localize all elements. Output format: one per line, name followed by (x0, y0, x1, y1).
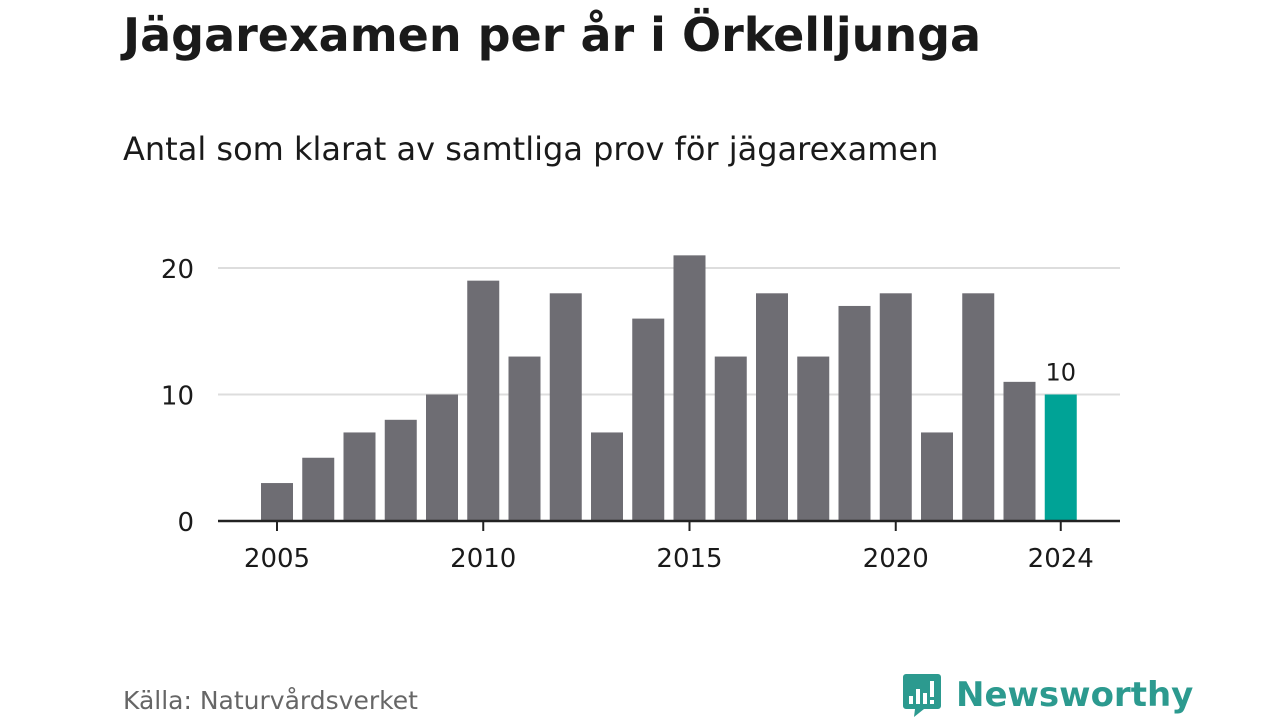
bar (879, 293, 912, 521)
chart-title: Jägarexamen per år i Örkelljunga (123, 8, 982, 62)
data-label: 10 (1045, 359, 1076, 387)
x-tick-label: 2024 (1028, 544, 1094, 574)
x-tick-label: 2010 (450, 544, 516, 574)
bar (962, 293, 995, 521)
bar (838, 305, 871, 521)
chart-bubble-icon (903, 674, 941, 717)
bar (591, 432, 623, 521)
bar (302, 457, 335, 521)
y-tick-label: 10 (161, 382, 194, 412)
x-tick-label: 2005 (244, 544, 310, 574)
bar (632, 318, 665, 521)
y-tick-label: 0 (177, 508, 194, 538)
bar (384, 419, 417, 521)
bar (1003, 381, 1036, 521)
bar (261, 483, 293, 521)
y-tick-label: 20 (161, 255, 194, 285)
bar (467, 280, 500, 521)
x-tick-label: 2015 (656, 544, 722, 574)
x-tick-label: 2020 (863, 544, 929, 574)
bar (756, 293, 788, 521)
bar (508, 356, 541, 521)
bar (426, 394, 458, 521)
bar (714, 356, 747, 521)
bar (921, 432, 953, 521)
brand-name: Newsworthy (956, 675, 1194, 715)
bar (673, 255, 706, 521)
chart-subtitle: Antal som klarat av samtliga prov för jä… (123, 130, 939, 168)
bar (343, 432, 376, 521)
brand[interactable]: Newsworthy (902, 672, 1193, 718)
bar-highlight (1044, 394, 1077, 521)
source-note: Källa: Naturvårdsverket (123, 686, 418, 715)
bar (797, 356, 830, 521)
bar (549, 293, 582, 521)
